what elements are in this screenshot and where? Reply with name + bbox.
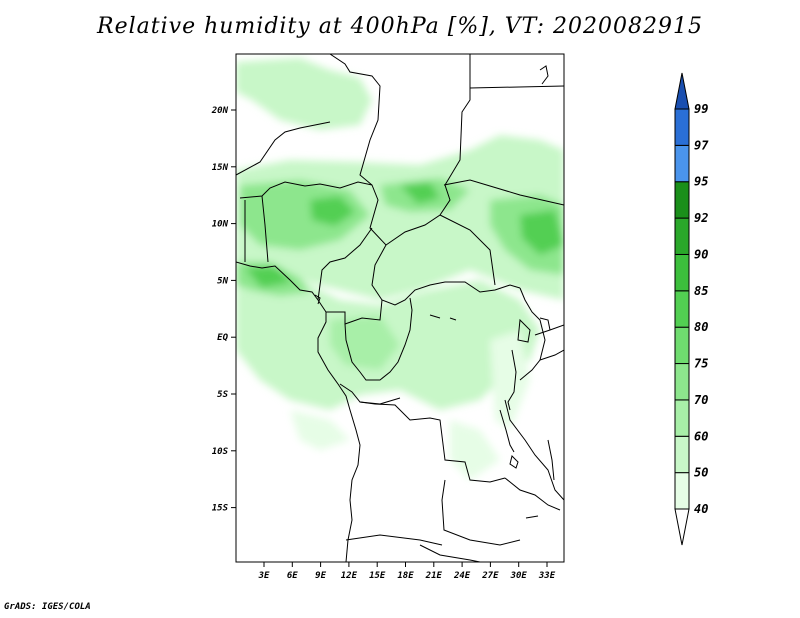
- colorbar-segment: [674, 290, 690, 328]
- colorbar-label: 80: [694, 320, 708, 334]
- colorbar-segment: [674, 326, 690, 365]
- colorbar: 40 50 60 70 75 80 85 90 92 95 97 99: [674, 72, 709, 546]
- colorbar-label: 99: [694, 102, 708, 116]
- lon-tick-label: 24E: [453, 571, 471, 581]
- lat-tick-label: 15N: [212, 163, 229, 173]
- rh-region-southeast: [450, 420, 500, 480]
- lat-axis: 20N 15N 10N 5N EQ 5S 10S 15S: [211, 106, 236, 514]
- lon-tick-label: 18E: [397, 571, 414, 581]
- colorbar-segment: [674, 108, 690, 146]
- colorbar-segment: [674, 253, 690, 292]
- colorbar-segment: [674, 217, 690, 255]
- lat-tick-label: 15S: [212, 504, 229, 514]
- map-frame: [235, 53, 565, 563]
- lon-tick-label: 3E: [258, 571, 270, 581]
- lon-axis: 3E 6E 9E 12E 15E 18E 21E 24E 27E 30E 33E: [258, 562, 556, 581]
- humidity-field: [236, 58, 564, 480]
- colorbar-label: 60: [694, 429, 708, 443]
- colorbar-label: 85: [694, 284, 708, 298]
- grads-credit: GrADS: IGES/COLA: [4, 602, 91, 612]
- lat-tick-label: EQ: [217, 333, 228, 343]
- rh-region-north: [236, 58, 372, 130]
- lon-tick-label: 30E: [510, 571, 528, 581]
- lat-tick-label: 10N: [212, 220, 229, 230]
- colorbar-label: 95: [694, 175, 708, 189]
- colorbar-label: 70: [694, 393, 708, 407]
- lon-tick-label: 27E: [481, 571, 499, 581]
- lat-tick-label: 10S: [212, 447, 229, 457]
- rh-region-southwest: [290, 410, 350, 450]
- lon-tick-label: 6E: [287, 571, 298, 581]
- colorbar-segment: [674, 181, 690, 219]
- lat-tick-label: 5N: [217, 276, 228, 286]
- colorbar-label: 97: [694, 138, 709, 152]
- colorbar-segment: [674, 399, 690, 437]
- map-title: Relative humidity at 400hPa [%], VT: 202…: [97, 14, 703, 39]
- lon-tick-label: 12E: [341, 571, 358, 581]
- rh-region-east: [490, 330, 530, 430]
- colorbar-max-arrow: [674, 72, 690, 110]
- colorbar-label: 40: [694, 502, 708, 516]
- lon-tick-label: 9E: [315, 571, 326, 581]
- rh-congo: [330, 315, 400, 370]
- colorbar-segment: [674, 435, 690, 474]
- lat-tick-label: 5S: [217, 390, 228, 400]
- lon-tick-label: 33E: [538, 571, 556, 581]
- colorbar-segment: [674, 472, 690, 510]
- colorbar-min-arrow: [674, 508, 690, 546]
- colorbar-label: 50: [694, 466, 708, 480]
- colorbar-label: 92: [694, 211, 708, 225]
- lat-tick-label: 20N: [211, 106, 229, 116]
- rh-max-1: [310, 196, 355, 226]
- country-borders: [236, 54, 564, 562]
- colorbar-label: 75: [694, 357, 708, 371]
- rh-max-3: [400, 182, 440, 204]
- lon-tick-label: 21E: [425, 571, 443, 581]
- rh-max-2: [520, 210, 564, 255]
- colorbar-segment: [674, 363, 690, 401]
- colorbar-label: 90: [694, 247, 708, 261]
- coastline: [236, 261, 361, 562]
- rh-band-sahel: [236, 135, 564, 300]
- colorbar-segment: [674, 144, 690, 183]
- lon-tick-label: 15E: [369, 571, 386, 581]
